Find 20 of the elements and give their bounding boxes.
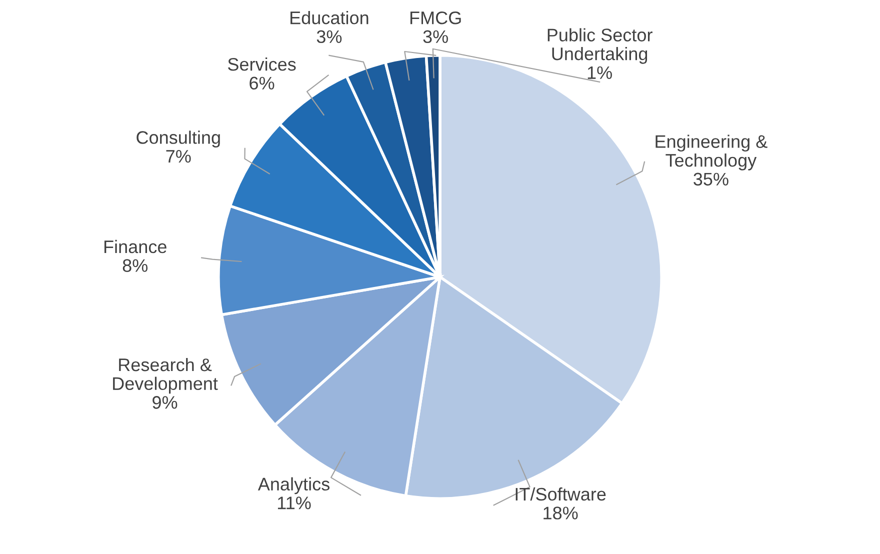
slice-label: FMCG [410,11,461,24]
slice-label: Research & Development [113,358,218,394]
data-label: 3% [423,30,448,44]
slice-label: Public Sector Undertaking [548,28,652,64]
data-label: 1% [588,66,612,79]
data-label: 35% [694,172,728,186]
data-label: 9% [152,396,178,409]
slice-label: Engineering & Technology [656,134,768,170]
slice-label: IT/Software [516,487,606,501]
data-label: 6% [250,76,274,90]
data-label: 7% [166,150,191,163]
data-label: 11% [278,496,311,510]
slice-label: Finance [104,240,166,254]
data-label: 18% [544,506,578,520]
data-label: 8% [122,259,148,272]
slice-label: Services [228,57,296,71]
data-label: 3% [316,30,342,44]
slice-label: Analytics [258,477,330,494]
slice-label: Consulting [136,130,220,148]
slice-label: Education [290,10,368,24]
